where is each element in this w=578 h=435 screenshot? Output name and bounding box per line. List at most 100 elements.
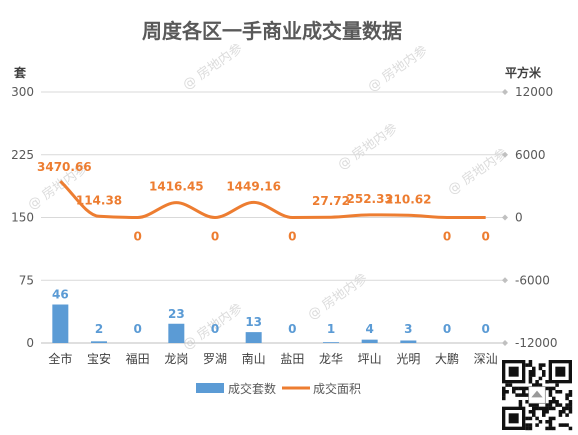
qr-module (528, 416, 533, 421)
line-series: 3470.66 114.38 0 1416.45 0 1449.16 0 27.72252.3… (37, 160, 490, 243)
qr-module (558, 413, 563, 417)
qr-module (545, 403, 549, 407)
right-axis-ticks: -12000 -6000 0 6000 12000 (502, 85, 558, 350)
qr-module (502, 396, 506, 401)
bar-data-label: 1 (327, 322, 335, 336)
category-label: 龙岗 (164, 352, 188, 366)
qr-module (502, 386, 506, 391)
watermark-text: @ 房地内参 (335, 120, 401, 173)
qr-module (532, 373, 536, 377)
bar-data-label: 46 (52, 288, 69, 302)
qr-module (515, 386, 519, 391)
category-label: 全市 (48, 351, 72, 366)
bar-data-label: 23 (168, 307, 185, 321)
left-tick-label: 150 (11, 211, 34, 225)
qr-module (515, 393, 519, 397)
qr-module (545, 386, 549, 391)
qr-module (548, 390, 553, 394)
qr-module (502, 390, 506, 394)
qr-module (518, 393, 523, 397)
qr-module (525, 400, 529, 404)
qr-module (532, 366, 536, 371)
qr-module (512, 386, 516, 391)
qr-logo-house-icon (531, 390, 543, 398)
bar (361, 339, 378, 343)
watermark-text: @ 房地内参 (305, 270, 371, 323)
qr-module (535, 423, 539, 427)
qr-module (545, 410, 549, 414)
qr-module (562, 410, 566, 414)
bar-data-label: 0 (443, 322, 451, 336)
chart-title: 周度各区一手商业成交量数据 (142, 19, 402, 43)
category-label: 龙华 (319, 352, 343, 366)
right-tick-label: -12000 (515, 336, 558, 350)
bar-data-label: 0 (481, 322, 489, 336)
qr-finder-core (555, 366, 566, 377)
left-tick-label: 225 (11, 148, 34, 162)
line-data-label: 0 (288, 230, 296, 244)
qr-module (512, 390, 516, 394)
bar-data-label: 4 (365, 322, 373, 336)
category-label: 福田 (126, 351, 150, 366)
qr-finder-core (508, 366, 519, 377)
legend-label-line: 成交面积 (313, 381, 361, 396)
qr-module (552, 416, 556, 421)
qr-module (532, 383, 536, 387)
qr-module (568, 426, 573, 431)
qr-module (518, 403, 523, 407)
qr-module (558, 390, 563, 394)
line-data-label: 1416.45 (149, 180, 204, 194)
bar (245, 332, 262, 343)
qr-module (532, 406, 536, 411)
right-tick-label: 0 (515, 211, 523, 225)
qr-module (505, 390, 509, 394)
left-axis-ticks: 0 75 150 225 300 (11, 85, 34, 350)
category-label: 光明 (396, 352, 420, 366)
qr-module (528, 373, 533, 377)
qr-module (525, 426, 529, 431)
qr-module (542, 410, 546, 414)
qr-module (555, 383, 559, 387)
bar (323, 342, 339, 343)
qr-module (548, 393, 553, 397)
category-label: 罗湖 (203, 351, 227, 366)
qr-module (552, 396, 556, 401)
bar-data-label: 0 (133, 322, 141, 336)
category-label: 盐田 (280, 352, 304, 366)
category-labels: 全市 宝安 福田 龙岗 罗湖 南山 盐田 龙华 坪山 光明 大鹏 深汕 (48, 351, 497, 366)
qr-module (542, 413, 546, 417)
qr-module (538, 406, 543, 411)
qr-module (545, 426, 549, 431)
qr-module (548, 406, 553, 411)
qr-module (538, 363, 543, 367)
qr-module (528, 363, 533, 367)
qr-module (555, 403, 559, 407)
qr-module (525, 386, 529, 391)
qr-module (548, 420, 553, 424)
right-tick-label: 6000 (515, 148, 546, 162)
qr-module (538, 376, 543, 381)
qr-module (505, 383, 509, 387)
qr-module (565, 406, 569, 411)
bar (52, 304, 69, 343)
qr-module (532, 413, 536, 417)
line-data-label: 1449.16 (226, 179, 281, 193)
bar-series: 46 2 0 23 0 13 0 1 4 3 0 0 (52, 288, 490, 343)
qr-module (568, 400, 573, 404)
watermark-text: @ 房地内参 (445, 145, 511, 198)
qr-module (545, 380, 549, 384)
right-tick-label: -6000 (515, 273, 550, 287)
qr-module (525, 423, 529, 427)
qr-module (542, 406, 546, 411)
qr-finder-core (508, 413, 519, 424)
qr-module (535, 383, 539, 387)
category-label: 大鹏 (435, 352, 459, 366)
watermark-text: @ 房地内参 (180, 40, 246, 93)
bar-data-label: 0 (211, 322, 219, 336)
qr-module (568, 410, 573, 414)
qr-module (538, 383, 543, 387)
bar (91, 341, 107, 343)
qr-module (535, 416, 539, 421)
